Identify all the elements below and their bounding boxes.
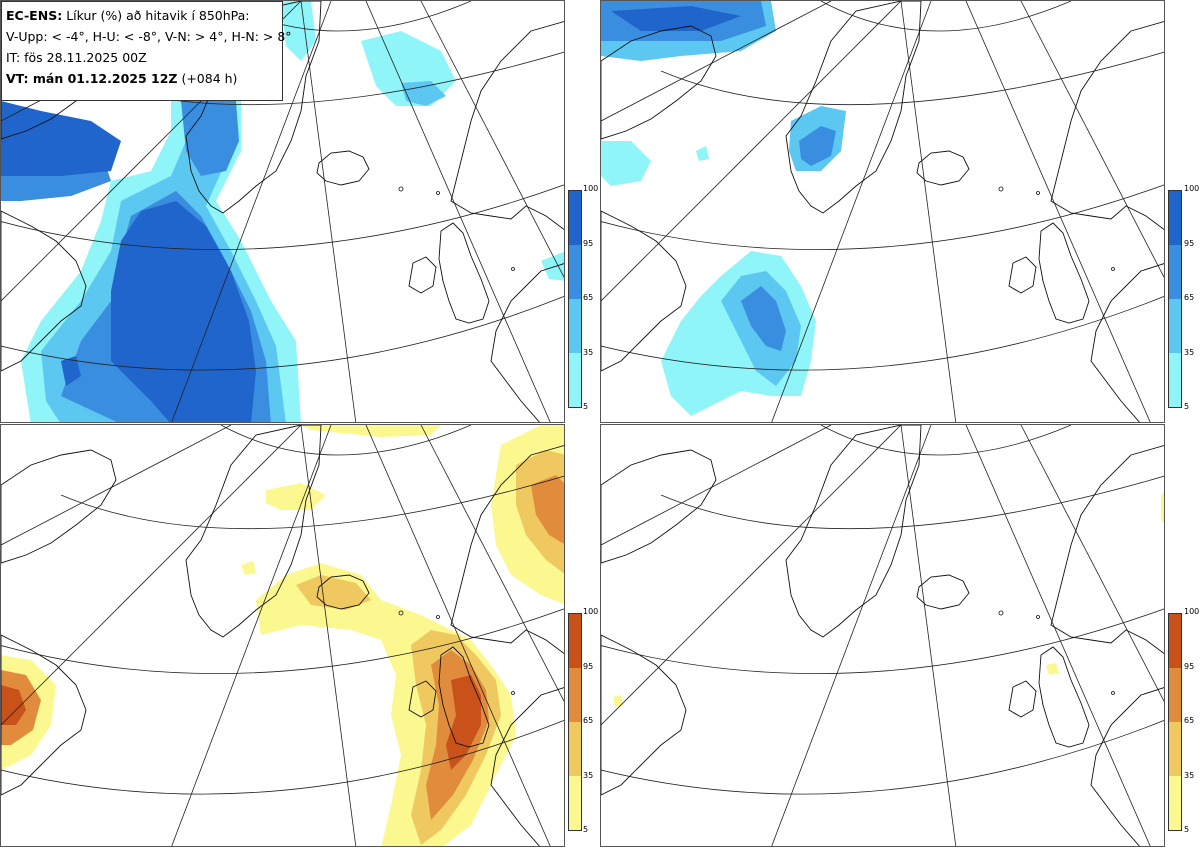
colorbar-cold-seg-35-65 [1169,299,1181,353]
colorbar-warm-tick-35: 35 [1184,771,1195,780]
colorbar-cold-left-tick-100: 100 [583,184,599,193]
lead-time: (+084 h) [181,71,238,86]
valid-time: VT: mán 01.12.2025 12Z [6,71,178,86]
model-name: EC-ENS: [6,8,63,23]
colorbar-cold-seg-5-35 [1169,353,1181,407]
colorbar-warm-left-tick-35: 35 [583,771,594,780]
colorbar-cold-left-tick-5: 5 [583,402,589,411]
map-panel-warm-plus4 [0,424,565,847]
map-panel-cold-minus8 [600,0,1165,423]
colorbar-cold-tick-95: 95 [1184,239,1195,248]
colorbar-cold-seg-95-100 [1169,191,1181,245]
colorbar-warm-left-tick-65: 65 [583,716,594,725]
colorbar-warm-probability-left [568,613,582,831]
valid-time-row: VT: mán 01.12.2025 12Z (+084 h) [6,68,278,89]
colorbar-warm-left-tick-100: 100 [583,607,599,616]
colorbar-cold-tick-5: 5 [1184,402,1190,411]
colorbar-warm-left-tick-5: 5 [583,825,589,834]
map-cold-minus4 [1,1,564,422]
colorbar-warm-probability [1168,613,1182,831]
colorbar-warm-seg-35-65 [1169,722,1181,776]
colorbar-warm-left-seg-95-100 [569,614,581,668]
colorbar-warm-left-seg-65-95 [569,668,581,722]
map-cold-minus8 [601,1,1164,422]
colorbar-cold-left-seg-5-35 [569,353,581,407]
colorbar-warm-tick-95: 95 [1184,662,1195,671]
colorbar-cold-left-tick-65: 65 [583,293,594,302]
colorbar-warm-left-tick-95: 95 [583,662,594,671]
info-title-row: EC-ENS: Líkur (%) að hitavik í 850hPa: [6,5,278,26]
colorbar-cold-tick-100: 100 [1184,184,1200,193]
colorbar-warm-seg-95-100 [1169,614,1181,668]
map-warm-plus8 [601,425,1164,846]
colorbar-cold-left-seg-95-100 [569,191,581,245]
colorbar-cold-tick-65: 65 [1184,293,1195,302]
map-warm-plus4 [1,425,564,846]
colorbar-warm-left-seg-35-65 [569,722,581,776]
colorbar-warm-tick-100: 100 [1184,607,1200,616]
colorbar-warm-seg-5-35 [1169,776,1181,830]
forecast-info-box: EC-ENS: Líkur (%) að hitavik í 850hPa: V… [1,1,292,101]
colorbar-cold-left-seg-65-95 [569,245,581,299]
colorbar-cold-left-seg-35-65 [569,299,581,353]
colorbar-warm-tick-5: 5 [1184,825,1190,834]
colorbar-cold-left-tick-35: 35 [583,348,594,357]
colorbar-warm-left-seg-5-35 [569,776,581,830]
colorbar-warm-tick-65: 65 [1184,716,1195,725]
categories-line: V-Upp: < -4°, H-U: < -8°, V-N: > 4°, H-N… [6,29,292,44]
colorbar-cold-probability-left [568,190,582,408]
colorbar-warm-seg-65-95 [1169,668,1181,722]
colorbar-cold-left-tick-95: 95 [583,239,594,248]
colorbar-cold-probability [1168,190,1182,408]
colorbar-cold-seg-65-95 [1169,245,1181,299]
map-panel-warm-plus8 [600,424,1165,847]
product-description: Líkur (%) að hitavik í 850hPa: [66,8,250,23]
initial-time: IT: fös 28.11.2025 00Z [6,50,147,65]
colorbar-cold-tick-35: 35 [1184,348,1195,357]
map-panel-cold-minus4: EC-ENS: Líkur (%) að hitavik í 850hPa: V… [0,0,565,423]
